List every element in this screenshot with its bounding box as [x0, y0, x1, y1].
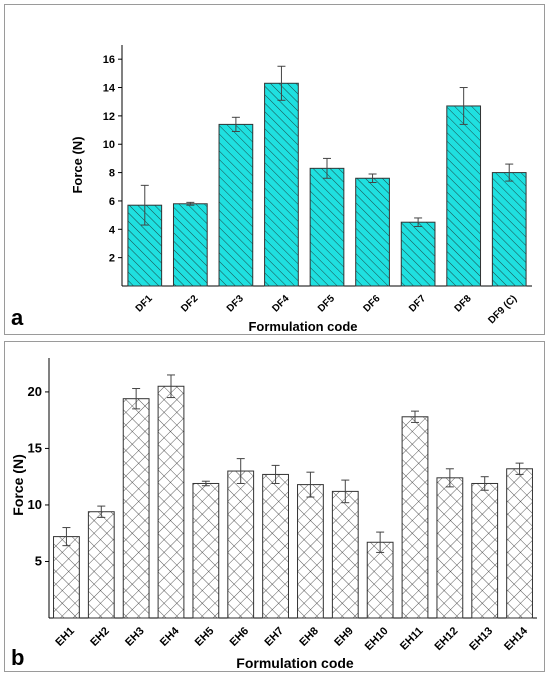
bar — [506, 468, 533, 619]
y-tick-label: 16 — [103, 54, 115, 66]
x-tick-label: DF5 — [316, 293, 337, 314]
x-axis-title: Formulation code — [236, 655, 354, 671]
panel-label-b: b — [11, 645, 25, 670]
y-tick-label: 20 — [28, 384, 42, 399]
y-tick-label: 10 — [28, 497, 42, 512]
y-tick-label: 4 — [109, 224, 116, 236]
x-tick-label: EH3 — [123, 625, 147, 649]
x-tick-label: DF2 — [179, 293, 200, 314]
x-tick-label: DF1 — [134, 293, 155, 314]
bar — [157, 385, 185, 619]
y-tick-label: 2 — [109, 253, 115, 265]
x-tick-label: EH1 — [53, 625, 77, 649]
y-axis-title: Force (N) — [10, 454, 26, 515]
bar — [87, 511, 115, 619]
x-tick-label: DF6 — [361, 293, 382, 314]
bar — [436, 477, 464, 619]
x-tick-label: EH2 — [88, 625, 112, 649]
x-tick-label: EH13 — [467, 625, 495, 653]
x-axis-title: Formulation code — [248, 319, 357, 334]
x-tick-label: EH8 — [297, 625, 321, 649]
panel-label-a: a — [11, 305, 24, 330]
x-tick-label: DF8 — [453, 293, 474, 314]
x-tick-label: EH10 — [363, 625, 391, 653]
bar — [172, 203, 208, 287]
bar — [122, 398, 150, 619]
x-tick-label: DF7 — [407, 293, 428, 314]
y-tick-label: 8 — [109, 168, 115, 180]
x-tick-label: DF3 — [225, 293, 246, 314]
x-tick-label: EH12 — [432, 625, 460, 653]
x-tick-label: EH9 — [332, 625, 356, 649]
bar — [192, 482, 220, 619]
y-tick-label: 5 — [35, 553, 42, 568]
y-tick-label: 6 — [109, 196, 115, 208]
bar — [53, 536, 80, 619]
x-tick-label: EH11 — [398, 625, 426, 653]
y-tick-label: 10 — [103, 139, 115, 151]
x-tick-label: EH6 — [228, 625, 252, 649]
chart-a: 2 4 6 8 10 12 14 16 DF1 DF2 DF3 DF4 DF5 DF6 DF7 DF8 DF9 … — [70, 45, 532, 334]
bar — [471, 482, 499, 619]
x-tick-label: EH14 — [502, 624, 531, 653]
x-tick-label: DF4 — [270, 293, 291, 314]
bar — [331, 490, 359, 619]
x-tick-label: DF9 (C) — [486, 293, 519, 326]
bar — [446, 105, 482, 287]
y-tick-label: 12 — [103, 111, 115, 123]
bar — [491, 172, 527, 287]
x-tick-label: EH7 — [263, 625, 287, 649]
y-tick-label: 15 — [28, 440, 42, 455]
bar — [401, 416, 429, 619]
panel-a: 2 4 6 8 10 12 14 16 DF1 DF2 DF3 DF4 DF5 DF6 DF7 DF8 DF9 … — [4, 4, 545, 335]
bar — [262, 473, 289, 619]
bar — [400, 221, 436, 287]
panel-b: 5 10 15 20 EH1 EH2 EH3 EH4 EH5 EH6 EH7 EH8 EH9 EH10 EH… — [4, 341, 545, 672]
bar — [297, 484, 324, 619]
bar — [366, 541, 394, 619]
x-tick-label: EH4 — [158, 624, 182, 648]
x-tick-label: EH5 — [193, 625, 217, 649]
bar — [227, 470, 255, 619]
bar — [218, 123, 254, 287]
bar — [309, 167, 345, 287]
bar — [264, 82, 299, 287]
bar — [355, 177, 390, 287]
y-axis-title: Force (N) — [70, 136, 85, 193]
y-tick-label: 14 — [103, 83, 116, 95]
